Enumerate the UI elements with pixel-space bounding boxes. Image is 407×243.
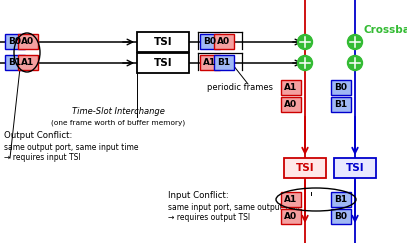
Bar	[281, 80, 301, 95]
Text: B0: B0	[9, 37, 22, 46]
Text: TSI: TSI	[154, 58, 172, 68]
Circle shape	[298, 35, 313, 50]
Text: A1: A1	[284, 195, 298, 204]
Bar	[137, 53, 189, 73]
Text: same output port, same input time: same output port, same input time	[4, 142, 138, 151]
Bar	[200, 34, 220, 49]
Text: Crossbar: Crossbar	[363, 25, 407, 35]
Text: periodic frames: periodic frames	[207, 84, 273, 93]
Text: A1: A1	[204, 58, 217, 67]
Bar	[18, 55, 38, 70]
Bar	[281, 97, 301, 112]
Bar	[284, 158, 326, 178]
Bar	[281, 192, 301, 207]
Text: B1: B1	[335, 100, 348, 109]
Text: Input Conflict:: Input Conflict:	[168, 191, 229, 200]
Text: Output Conflict:: Output Conflict:	[4, 130, 72, 139]
Bar	[331, 97, 351, 112]
Text: → requires input TSI: → requires input TSI	[4, 154, 81, 163]
Text: B1: B1	[217, 58, 230, 67]
Circle shape	[348, 35, 363, 50]
Text: A0: A0	[284, 100, 298, 109]
Bar	[5, 55, 25, 70]
Text: same input port, same output time: same input port, same output time	[168, 202, 302, 211]
Text: TSI: TSI	[346, 163, 364, 173]
Bar	[214, 34, 234, 49]
Bar	[331, 80, 351, 95]
Text: B0: B0	[335, 212, 348, 221]
Bar	[214, 55, 234, 70]
Bar	[334, 158, 376, 178]
Text: B0: B0	[204, 37, 217, 46]
Text: A1: A1	[22, 58, 35, 67]
Circle shape	[298, 55, 313, 70]
Bar	[331, 209, 351, 224]
Bar	[18, 34, 38, 49]
Text: (one frame worth of buffer memory): (one frame worth of buffer memory)	[51, 120, 185, 126]
Text: A0: A0	[217, 37, 230, 46]
Circle shape	[348, 55, 363, 70]
Bar	[281, 209, 301, 224]
Text: → requires output TSI: → requires output TSI	[168, 214, 250, 223]
Text: A1: A1	[284, 83, 298, 92]
Text: B1: B1	[335, 195, 348, 204]
Text: A0: A0	[22, 37, 35, 46]
Text: Time-Slot Interchange: Time-Slot Interchange	[72, 107, 164, 116]
Text: B0: B0	[335, 83, 348, 92]
Bar	[5, 34, 25, 49]
Bar	[331, 192, 351, 207]
Bar	[200, 55, 220, 70]
Text: A0: A0	[284, 212, 298, 221]
Text: B1: B1	[9, 58, 22, 67]
Bar	[137, 32, 189, 52]
Text: TSI: TSI	[296, 163, 314, 173]
Text: TSI: TSI	[154, 37, 172, 47]
